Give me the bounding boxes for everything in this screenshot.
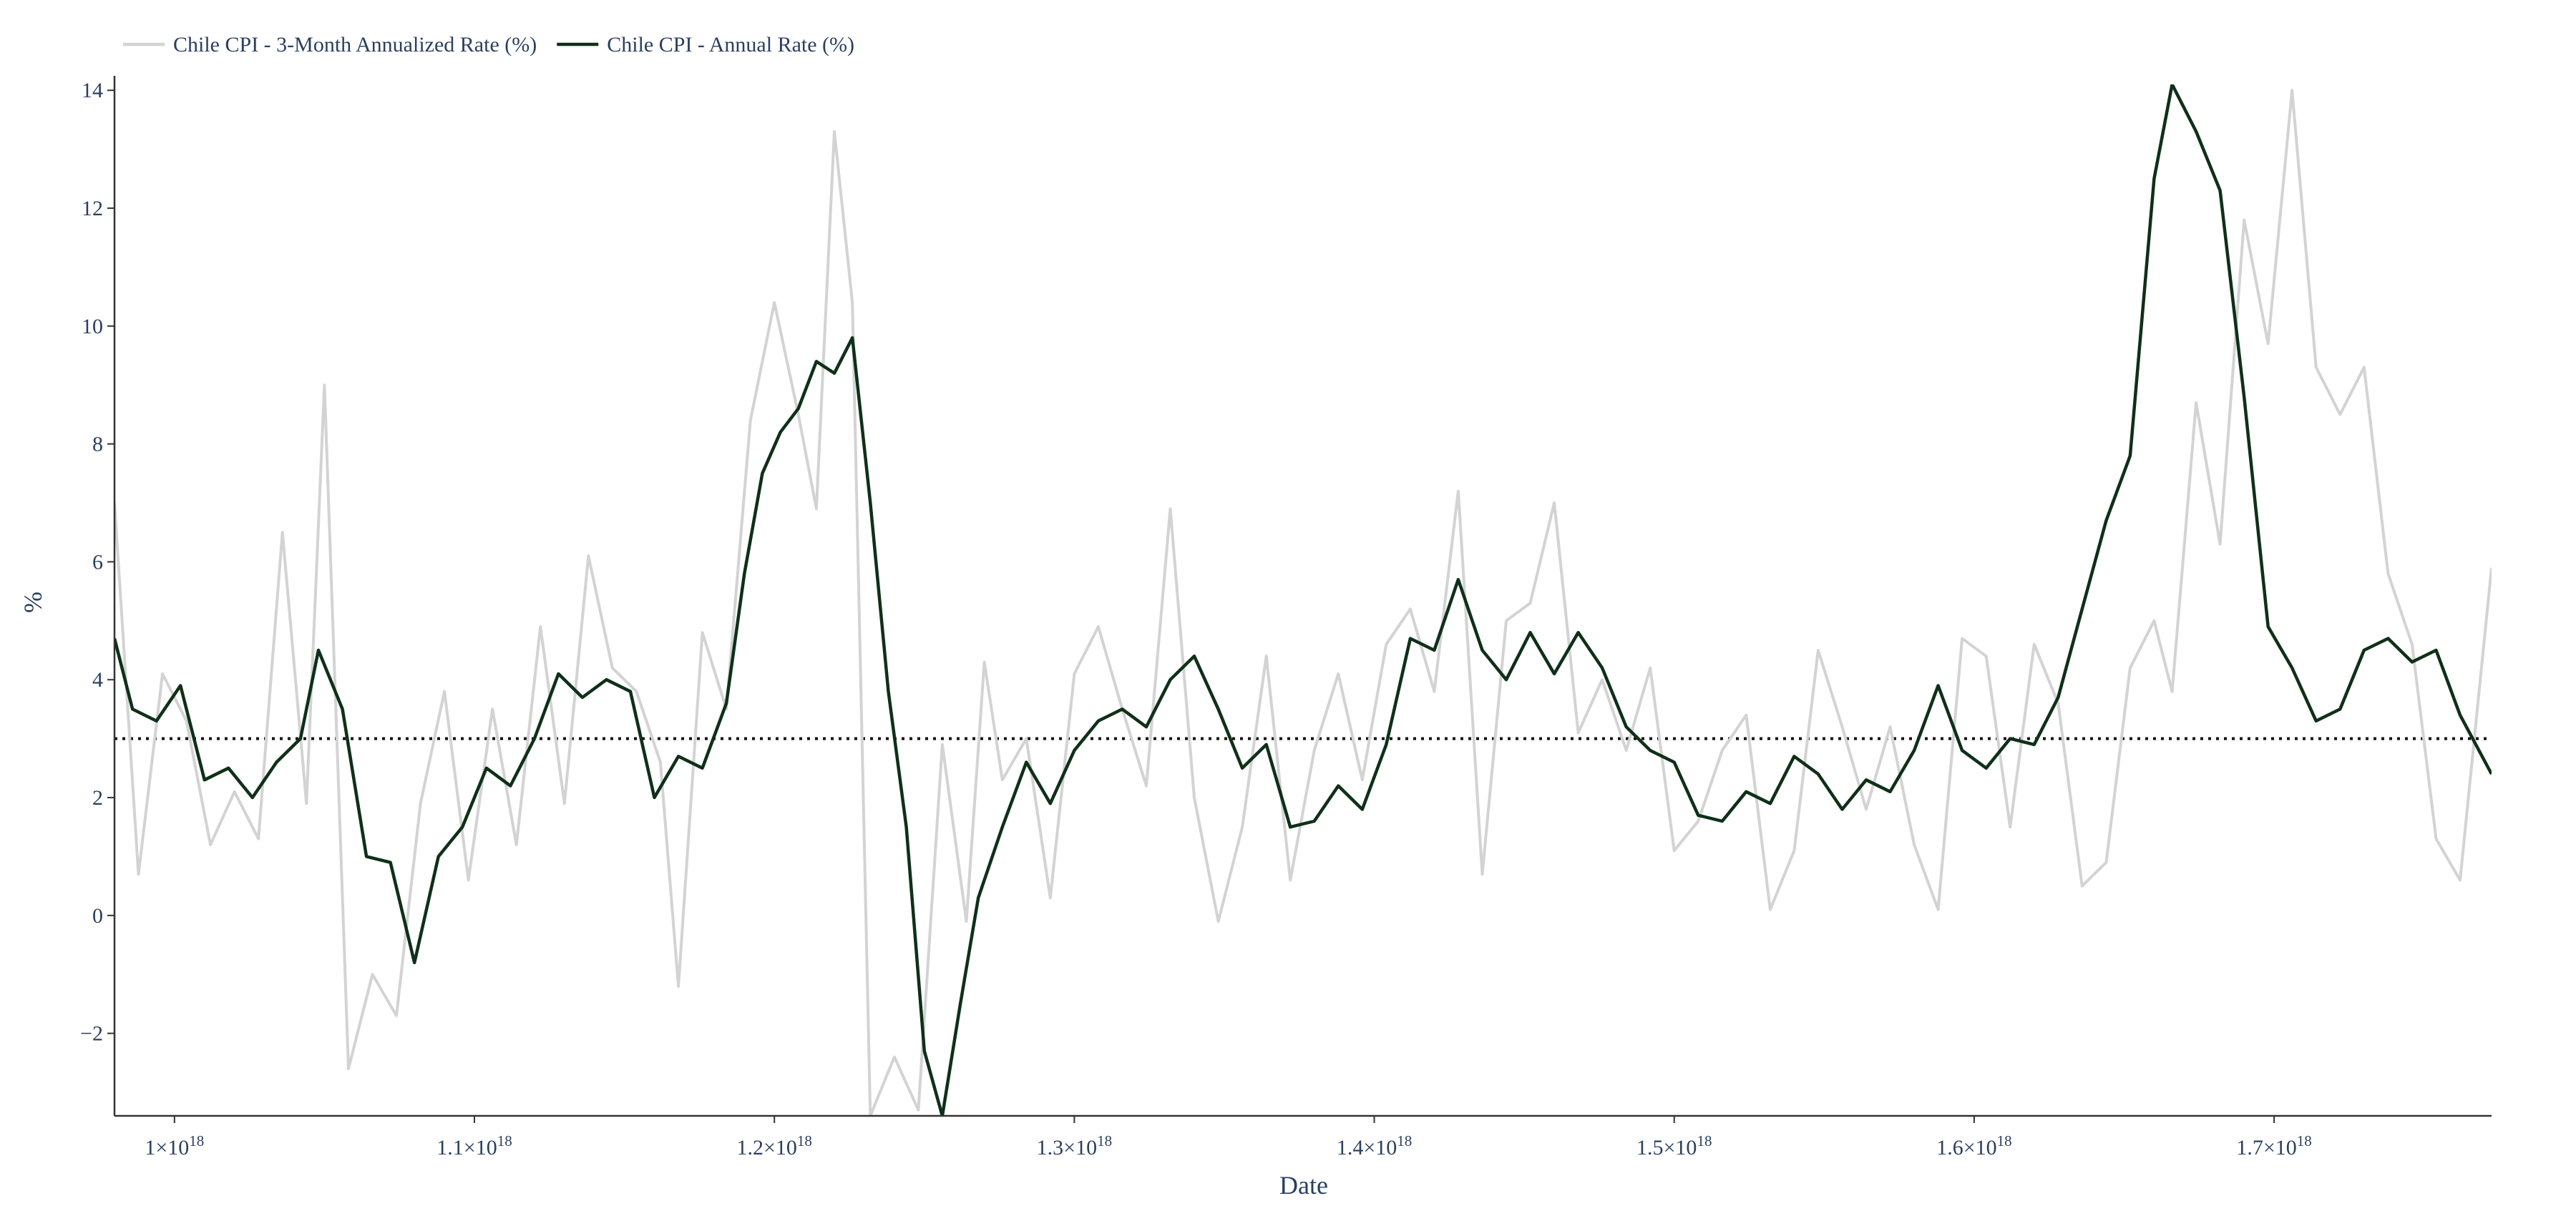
x-tick-label: 1.5×1018 — [1636, 1132, 1712, 1159]
x-tick-label: 1×1018 — [145, 1132, 204, 1159]
x-tick-label: 1.4×1018 — [1337, 1132, 1412, 1159]
series-line-1 — [114, 89, 2492, 1116]
y-tick-label: 2 — [92, 786, 103, 810]
y-tick-label: 4 — [92, 668, 103, 692]
x-tick-label: 1.2×1018 — [736, 1132, 811, 1159]
x-tick-label: 1.6×1018 — [1936, 1132, 2011, 1159]
y-tick-label: −2 — [80, 1022, 103, 1046]
plot-area — [114, 84, 2492, 1116]
x-tick-label: 1.1×1018 — [436, 1132, 512, 1159]
series-layer — [114, 84, 2492, 1116]
legend[interactable]: Chile CPI - 3-Month Annualized Rate (%) C… — [123, 33, 854, 57]
x-tick-label: 1.3×1018 — [1037, 1132, 1112, 1159]
axes: −2 0 2 4 6 8 10 12 14 1×1018 1.1×1018 1.2×1018 1.3×1… — [80, 76, 2492, 1159]
legend-label: Chile CPI - 3-Month Annualized Rate (%) — [173, 33, 537, 57]
series-line-2 — [114, 84, 2492, 1116]
legend-item-2[interactable]: Chile CPI - Annual Rate (%) — [557, 33, 854, 57]
y-tick-label: 14 — [82, 79, 103, 102]
legend-label: Chile CPI - Annual Rate (%) — [607, 33, 854, 57]
x-tick-label: 1.7×1018 — [2236, 1132, 2311, 1159]
y-axis-title: % — [19, 592, 47, 613]
y-tick-label: 6 — [92, 550, 103, 574]
y-tick-label: 12 — [82, 197, 103, 220]
y-tick-label: 10 — [82, 315, 103, 338]
legend-item-1[interactable]: Chile CPI - 3-Month Annualized Rate (%) — [123, 33, 537, 57]
x-axis-title: Date — [1279, 1171, 1328, 1200]
y-tick-label: 0 — [92, 904, 103, 928]
y-tick-label: 8 — [92, 433, 103, 456]
